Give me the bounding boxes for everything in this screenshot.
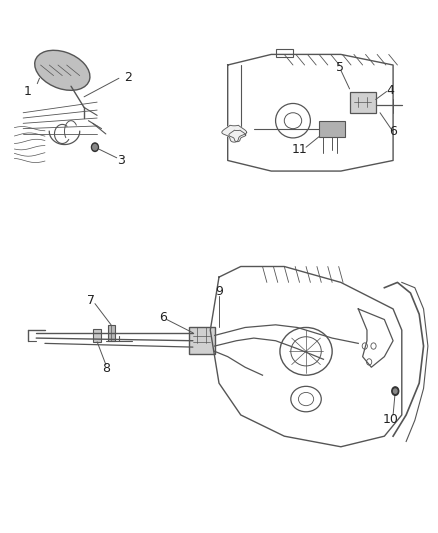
Polygon shape	[93, 329, 102, 342]
Text: 6: 6	[389, 125, 397, 139]
Text: 11: 11	[292, 143, 307, 156]
Text: 6: 6	[159, 311, 167, 324]
Text: 1: 1	[24, 85, 32, 98]
Text: 3: 3	[117, 154, 125, 167]
Circle shape	[392, 387, 399, 395]
Polygon shape	[319, 120, 345, 136]
Text: 9: 9	[215, 286, 223, 298]
Text: 10: 10	[383, 413, 399, 426]
Text: 4: 4	[386, 84, 394, 97]
Circle shape	[393, 389, 397, 393]
Ellipse shape	[35, 50, 90, 90]
Text: 7: 7	[87, 294, 95, 308]
Polygon shape	[108, 325, 115, 341]
Polygon shape	[222, 125, 247, 142]
Circle shape	[93, 144, 97, 150]
Text: 2: 2	[124, 71, 131, 84]
Circle shape	[92, 143, 99, 151]
Text: 8: 8	[102, 362, 110, 375]
Polygon shape	[188, 327, 215, 354]
Text: 5: 5	[336, 61, 344, 74]
Polygon shape	[350, 92, 376, 113]
Polygon shape	[229, 130, 246, 142]
